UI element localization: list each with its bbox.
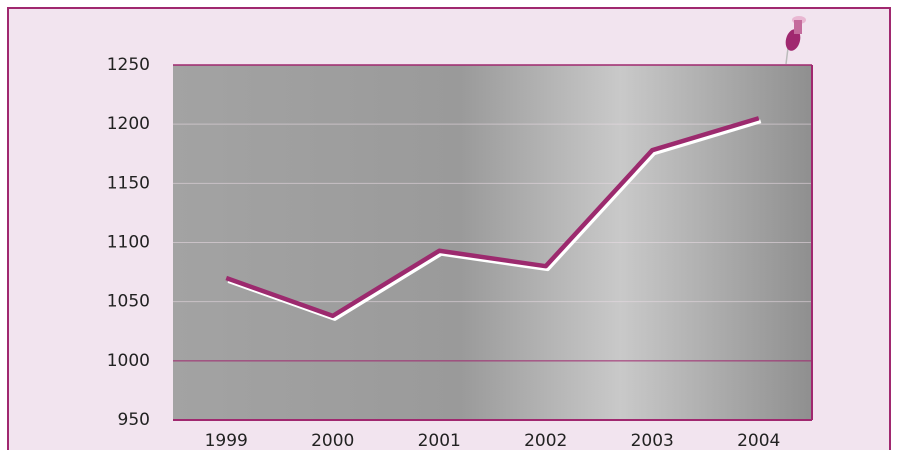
x-tick-label: 2000 [311, 431, 354, 450]
y-tick-label: 1200 [107, 114, 150, 134]
x-tick-label: 1999 [205, 431, 248, 450]
page: 950 1000 1050 1100 1150 1200 1250 1999 2000 2001 2… [0, 0, 897, 450]
x-tick-label: 2004 [737, 431, 780, 450]
x-tick-label: 2002 [524, 431, 567, 450]
y-tick-label: 1250 [107, 55, 150, 75]
chart: 950 1000 1050 1100 1150 1200 1250 1999 2000 2001 2… [0, 0, 897, 450]
y-tick-label: 1100 [107, 233, 150, 253]
y-tick-label: 1050 [107, 292, 150, 312]
x-tick-label: 2003 [631, 431, 674, 450]
x-tick-label: 2001 [418, 431, 461, 450]
y-tick-label: 1000 [107, 351, 150, 371]
y-tick-label: 950 [118, 410, 150, 430]
y-tick-label: 1150 [107, 173, 150, 193]
